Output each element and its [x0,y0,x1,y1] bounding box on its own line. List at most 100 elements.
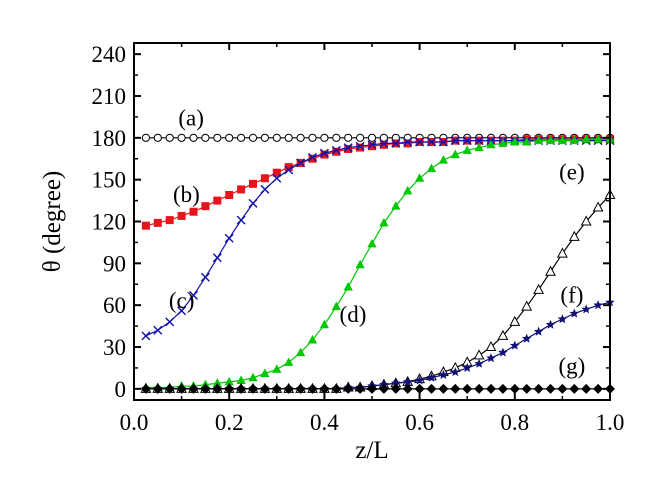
data-point [272,364,282,373]
data-point [284,357,294,366]
data-point [592,201,604,212]
data-point [473,349,485,360]
curve-annotation: (c) [169,288,195,313]
axis-layer: 0.0 0.2 0.4 0.6 0.8 1.0 0 30 60 90 120 150 180 210 240 [92,42,625,435]
y-axis-label: θ (degree) [39,171,66,273]
data-point [379,138,389,148]
data-point [201,202,210,211]
data-point [224,383,235,394]
data-point [403,185,413,195]
data-point [521,333,532,343]
data-point [248,198,258,208]
data-point [319,148,329,158]
data-point [331,145,341,155]
data-point [153,218,162,227]
data-point [367,133,377,142]
data-point [569,383,580,394]
data-point [474,383,485,394]
data-point [213,196,222,205]
data-point [474,136,484,146]
data-point [332,147,341,156]
data-point [308,133,317,142]
data-point [367,238,377,248]
data-point [378,383,389,394]
data-point [177,211,186,220]
data-point [580,215,592,226]
data-point [176,383,187,394]
series-layer [140,133,616,394]
data-point [296,347,306,357]
data-point [153,133,162,142]
data-point [319,319,329,329]
data-point [426,383,437,394]
data-point [224,233,234,243]
y-tick-label: 30 [103,335,126,360]
data-point [212,378,222,387]
data-point [498,138,508,147]
data-point [355,141,365,151]
data-point [510,340,520,350]
curve-annotation: (b) [173,182,200,207]
data-point [438,369,449,379]
data-point [367,383,377,394]
curve-annotation: (g) [559,354,586,379]
data-point [225,191,234,200]
data-point [593,134,603,143]
data-point [415,137,425,147]
curve-annotation: (d) [340,302,367,327]
data-point [438,137,448,147]
data-point [236,383,247,394]
data-point [557,314,568,324]
data-point [533,283,545,294]
data-point [414,375,425,385]
data-point [486,139,496,149]
data-point [438,383,449,394]
data-point [522,137,532,146]
data-point [426,372,437,382]
data-point [177,306,187,316]
data-point [581,383,592,394]
series-line [145,301,611,390]
data-point [295,383,306,394]
data-point [521,383,532,394]
data-point [450,136,460,146]
data-point [557,383,568,394]
x-axis-label: z/L [355,437,388,464]
data-point [284,133,293,142]
data-point [415,173,425,182]
data-point [260,184,270,194]
data-point [355,259,365,269]
data-point [486,383,496,394]
data-point [224,376,234,386]
data-point [593,300,603,310]
data-point [521,300,533,311]
data-point [569,308,580,318]
data-point [225,133,234,142]
data-point [236,375,246,384]
series-line [145,138,610,227]
data-point [284,165,294,175]
data-point [593,383,604,394]
data-point [260,368,270,378]
data-point [390,383,401,394]
data-point [283,383,294,394]
data-point [237,185,246,194]
data-point [545,319,556,329]
data-point [260,133,269,142]
data-point [391,138,401,148]
data-point [414,383,425,394]
data-point [356,133,365,142]
data-point [165,216,174,225]
x-tick-label: 0.6 [405,410,434,435]
data-point [260,174,269,183]
curve-annotation: (f) [560,282,583,307]
data-point [272,168,281,177]
data-point [141,221,150,230]
data-point [379,217,389,227]
data-point [153,325,163,335]
data-point [308,154,317,163]
data-point [450,367,461,377]
data-point [141,133,150,142]
data-point [581,304,591,314]
data-point [177,133,186,142]
